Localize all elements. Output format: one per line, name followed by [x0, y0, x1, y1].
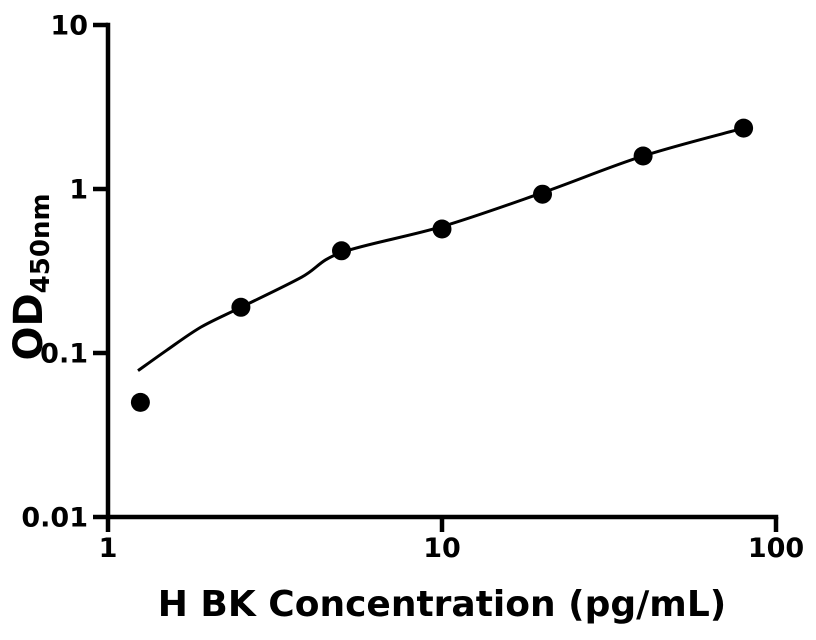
- y-axis-title-base: OD: [6, 293, 52, 361]
- data-point: [231, 297, 251, 317]
- data-point: [633, 146, 653, 166]
- x-tick-label: 100: [748, 533, 804, 564]
- x-tick-label: 10: [423, 533, 461, 564]
- data-point: [332, 241, 351, 261]
- data-point: [432, 219, 452, 239]
- data-point: [734, 118, 754, 138]
- data-point: [533, 184, 552, 204]
- y-axis-title: OD450nm: [6, 193, 56, 360]
- x-tick-label: 1: [99, 533, 118, 564]
- axis-spines: [105, 22, 779, 520]
- y-tick-label: 0.01: [21, 503, 88, 534]
- data-point: [130, 392, 150, 412]
- y-tick-label: 1: [69, 175, 88, 206]
- y-axis-title-subscript: 450nm: [26, 193, 56, 294]
- fitted-curve: [137, 126, 745, 372]
- x-axis-title: H BK Concentration (pg/mL): [157, 584, 727, 625]
- y-tick-label: 0.1: [40, 339, 88, 370]
- y-tick-label: 10: [50, 11, 88, 42]
